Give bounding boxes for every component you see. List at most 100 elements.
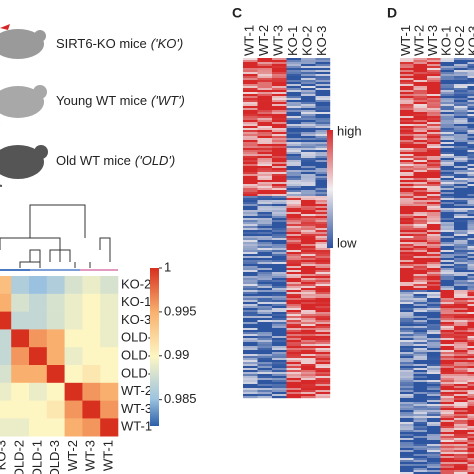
heatmap-stripe [440, 92, 455, 95]
heatmap-stripe [454, 472, 468, 474]
heatmap-stripe [272, 368, 287, 371]
heatmap-cell [64, 365, 83, 384]
heatmap-stripe [243, 140, 258, 143]
heatmap-stripe [454, 232, 468, 235]
heatmap-stripe [315, 340, 331, 343]
heatmap-stripe [427, 222, 441, 225]
heatmap-stripe [301, 150, 316, 153]
heatmap-stripe [272, 62, 287, 65]
heatmap-stripe [272, 298, 287, 301]
heatmap-stripe [301, 188, 316, 191]
heatmap-stripe [467, 320, 474, 323]
heatmap-cell [11, 293, 30, 312]
heatmap-stripe [427, 282, 441, 285]
heatmap-cell [29, 293, 48, 312]
heatmap-stripe [272, 130, 287, 133]
column-label: WT-1 [242, 25, 257, 56]
heatmap-stripe [400, 82, 414, 85]
heatmap-stripe [286, 298, 302, 301]
heatmap-stripe [301, 344, 316, 347]
heatmap-stripe [454, 422, 468, 425]
heatmap-stripe [257, 226, 273, 229]
heatmap-stripe [413, 406, 428, 409]
heatmap-stripe [301, 78, 316, 81]
heatmap-stripe [286, 360, 302, 363]
heatmap-stripe [440, 252, 455, 255]
heatmap-stripe [257, 234, 273, 237]
heatmap-stripe [257, 138, 273, 141]
heatmap-stripe [286, 188, 302, 191]
row-label: OLD-2 [121, 330, 159, 345]
heatmap-stripe [413, 418, 428, 421]
heatmap-stripe [301, 298, 316, 301]
heatmap-stripe [315, 182, 331, 185]
heatmap-stripe [467, 322, 474, 325]
heatmap-stripe [467, 388, 474, 391]
heatmap-stripe [315, 112, 331, 115]
heatmap-stripe [301, 260, 316, 263]
heatmap-stripe [257, 394, 273, 397]
heatmap-stripe [413, 74, 428, 77]
heatmap-stripe [427, 322, 441, 325]
heatmap-stripe [286, 142, 302, 145]
heatmap-stripe [243, 242, 258, 245]
heatmap-stripe [272, 354, 287, 357]
heatmap-stripe [243, 100, 258, 103]
heatmap-stripe [413, 188, 428, 191]
heatmap-stripe [301, 174, 316, 177]
heatmap-stripe [400, 252, 414, 255]
heatmap-stripe [301, 246, 316, 249]
heatmap-stripe [315, 172, 331, 175]
heatmap-stripe [272, 192, 287, 195]
heatmap-stripe [243, 238, 258, 241]
heatmap-stripe [413, 300, 428, 303]
heatmap-stripe [440, 426, 455, 429]
heatmap-stripe [413, 294, 428, 297]
heatmap-stripe [272, 286, 287, 289]
heatmap-stripe [257, 88, 273, 91]
heatmap-stripe [413, 288, 428, 291]
heatmap-cell [11, 418, 30, 437]
heatmap-stripe [272, 240, 287, 243]
heatmap-stripe [440, 352, 455, 355]
heatmap-stripe [243, 212, 258, 215]
heatmap-stripe [440, 64, 455, 67]
heatmap-stripe [413, 276, 428, 279]
heatmap-stripe [257, 310, 273, 313]
heatmap-stripe [427, 252, 441, 255]
heatmap-stripe [315, 310, 331, 313]
heatmap-stripe [400, 172, 414, 175]
heatmap-stripe [301, 354, 316, 357]
heatmap-stripe [315, 228, 331, 231]
heatmap-stripe [400, 260, 414, 263]
heatmap-stripe [315, 246, 331, 249]
heatmap-cell [64, 311, 83, 330]
heatmap-stripe [301, 262, 316, 265]
heatmap-stripe [413, 202, 428, 205]
heatmap-stripe [315, 308, 331, 311]
heatmap-stripe [272, 270, 287, 273]
heatmap-stripe [286, 378, 302, 381]
heatmap-stripe [427, 294, 441, 297]
heatmap-cell [46, 365, 65, 384]
heatmap-stripe [400, 110, 414, 113]
heatmap-stripe [315, 114, 331, 117]
colorbar [150, 268, 159, 426]
heatmap-stripe [400, 430, 414, 433]
heatmap-stripe [467, 126, 474, 129]
heatmap-stripe [427, 120, 441, 123]
heatmap-stripe [272, 158, 287, 161]
heatmap-stripe [427, 300, 441, 303]
heatmap-stripe [467, 200, 474, 203]
heatmap-stripe [286, 100, 302, 103]
mouse-icon [0, 24, 46, 59]
heatmap-stripe [454, 348, 468, 351]
heatmap-stripe [286, 282, 302, 285]
heatmap-stripe [301, 172, 316, 175]
heatmap-stripe [454, 192, 468, 195]
heatmap-stripe [400, 314, 414, 317]
heatmap-stripe [454, 186, 468, 189]
heatmap-stripe [257, 74, 273, 77]
heatmap-stripe [427, 176, 441, 179]
heatmap-stripe [286, 94, 302, 97]
